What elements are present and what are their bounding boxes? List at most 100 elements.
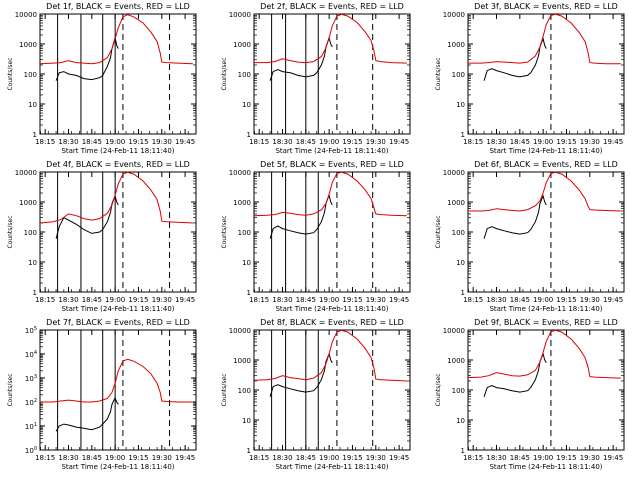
y-tick-label: 100	[238, 229, 251, 237]
x-tick-label: 19:00	[319, 454, 339, 462]
y-tick-label: 10000	[229, 11, 251, 19]
x-axis-label: Start Time (24-Feb-11 18:11:40)	[489, 305, 602, 313]
x-tick-label: 18:45	[510, 454, 530, 462]
x-tick-label: 18:30	[486, 454, 506, 462]
x-tick-label: 18:30	[58, 138, 78, 146]
y-tick-exponent: 4	[34, 350, 37, 356]
x-tick-label: 19:15	[342, 138, 362, 146]
x-tick-label: 19:00	[105, 296, 125, 304]
y-tick-label: 100	[24, 71, 37, 79]
y-tick-label: 1000	[233, 357, 251, 365]
y-tick-label: 105	[25, 326, 37, 335]
x-axis-label: Start Time (24-Feb-11 18:11:40)	[275, 147, 388, 155]
y-tick-label: 10000	[443, 327, 465, 335]
plot-frame	[253, 329, 411, 451]
plot-title: Det 2f, BLACK = Events, RED = LLD	[260, 2, 404, 11]
y-tick-label: 100	[452, 71, 465, 79]
y-tick-label: 100	[238, 387, 251, 395]
plot-frame	[467, 13, 625, 135]
y-tick-label: 10000	[443, 169, 465, 177]
x-axis-label: Start Time (24-Feb-11 18:11:40)	[275, 305, 388, 313]
plot-frame	[467, 329, 625, 451]
series-line-lld	[254, 13, 407, 64]
x-tick-label: 19:45	[389, 138, 409, 146]
series-line-lld	[253, 171, 407, 217]
x-tick-label: 18:30	[58, 454, 78, 462]
y-axis-label: Counts/sec	[435, 373, 442, 406]
plot-panel-2: Det 2f, BLACK = Events, RED = LLD Counts/…	[221, 2, 411, 155]
y-tick-label: 100	[24, 229, 37, 237]
series-line-lld	[40, 358, 193, 403]
plot-frame	[253, 171, 411, 293]
y-tick-label: 1000	[447, 357, 465, 365]
plot-frame	[39, 13, 197, 135]
x-tick-label: 19:45	[603, 454, 623, 462]
x-tick-label: 18:30	[486, 138, 506, 146]
x-tick-label: 18:15	[35, 138, 55, 146]
x-tick-label: 19:30	[580, 138, 600, 146]
y-tick-label: 1	[247, 447, 251, 455]
y-tick-exponent: 0	[34, 446, 37, 452]
y-tick-label: 1000	[447, 41, 465, 49]
plot-title: Det 1f, BLACK = Events, RED = LLD	[46, 2, 190, 11]
x-tick-label: 18:15	[463, 138, 483, 146]
x-tick-label: 18:15	[35, 454, 55, 462]
x-tick-label: 19:30	[152, 454, 172, 462]
x-tick-label: 18:30	[272, 454, 292, 462]
x-tick-label: 19:45	[603, 296, 623, 304]
x-tick-label: 19:15	[342, 296, 362, 304]
y-tick-label: 1	[33, 131, 37, 139]
x-tick-label: 18:45	[510, 138, 530, 146]
x-tick-label: 19:00	[319, 138, 339, 146]
plot-frame	[39, 171, 197, 293]
y-tick-exponent: 2	[34, 398, 37, 404]
y-tick-label: 1000	[19, 199, 37, 207]
x-tick-label: 19:00	[533, 296, 553, 304]
x-tick-label: 19:45	[175, 138, 195, 146]
series-line-events	[483, 352, 547, 397]
x-tick-label: 18:30	[58, 296, 78, 304]
y-tick-label: 100	[238, 71, 251, 79]
x-tick-label: 19:45	[603, 138, 623, 146]
y-tick-label: 10000	[229, 327, 251, 335]
series-line-events	[55, 37, 119, 81]
plot-panel-1: Det 1f, BLACK = Events, RED = LLD Counts/…	[7, 2, 197, 155]
x-tick-label: 19:15	[128, 138, 148, 146]
y-tick-label: 101	[25, 422, 37, 431]
plot-title: Det 6f, BLACK = Events, RED = LLD	[474, 160, 618, 169]
x-tick-label: 19:30	[152, 296, 172, 304]
plot-title: Det 5f, BLACK = Events, RED = LLD	[260, 160, 404, 169]
y-axis-label: Counts/sec	[221, 57, 228, 90]
x-axis-label: Start Time (24-Feb-11 18:11:40)	[489, 147, 602, 155]
y-tick-label: 1	[247, 289, 251, 297]
x-tick-label: 19:45	[389, 454, 409, 462]
x-axis-label: Start Time (24-Feb-11 18:11:40)	[489, 463, 602, 471]
series-line-lld	[253, 329, 407, 382]
x-tick-label: 19:15	[556, 296, 576, 304]
series-line-events	[483, 37, 547, 81]
y-tick-label: 10	[28, 101, 37, 109]
y-tick-exponent: 5	[34, 326, 37, 332]
series-line-lld	[467, 329, 621, 379]
y-axis-label: Counts/sec	[7, 215, 14, 248]
x-tick-label: 19:30	[366, 454, 386, 462]
y-tick-label: 102	[25, 398, 37, 407]
x-tick-label: 19:00	[533, 138, 553, 146]
x-tick-label: 18:30	[272, 138, 292, 146]
y-tick-label: 10000	[15, 11, 37, 19]
series-line-lld	[39, 14, 193, 65]
x-tick-label: 19:00	[105, 138, 125, 146]
series-line-lld	[39, 171, 193, 224]
x-tick-label: 18:45	[82, 138, 102, 146]
plot-title: Det 8f, BLACK = Events, RED = LLD	[260, 318, 404, 327]
y-tick-label: 10	[28, 259, 37, 267]
x-tick-label: 19:45	[175, 454, 195, 462]
y-tick-label: 10	[242, 259, 251, 267]
x-tick-label: 18:45	[296, 296, 316, 304]
y-tick-label: 1	[33, 289, 37, 297]
plot-frame	[39, 329, 197, 451]
y-axis-label: Counts/sec	[435, 57, 442, 90]
series-line-events	[269, 352, 333, 397]
plot-title: Det 7f, BLACK = Events, RED = LLD	[46, 318, 190, 327]
